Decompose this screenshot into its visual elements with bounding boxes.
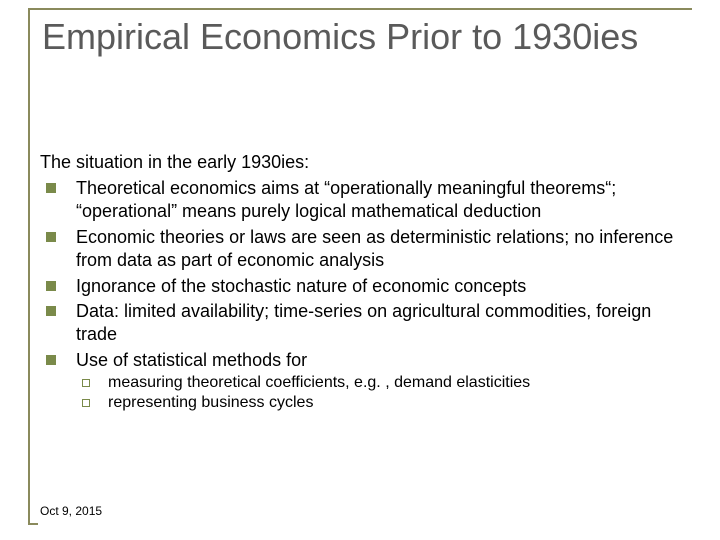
square-bullet-icon	[46, 355, 56, 365]
square-bullet-icon	[46, 183, 56, 193]
square-bullet-icon	[46, 232, 56, 242]
list-item: Use of statistical methods for	[40, 349, 690, 372]
sub-bullet-list: measuring theoretical coefficients, e.g.…	[40, 374, 690, 412]
list-item-text: Theoretical economics aims at “operation…	[76, 177, 690, 224]
footer-date: Oct 9, 2015	[40, 504, 102, 518]
intro-text: The situation in the early 1930ies:	[40, 152, 690, 173]
list-item-text: Economic theories or laws are seen as de…	[76, 226, 690, 273]
decorative-frame-bottom	[28, 20, 38, 525]
list-item: Theoretical economics aims at “operation…	[40, 177, 690, 224]
list-item-text: Ignorance of the stochastic nature of ec…	[76, 275, 690, 298]
slide-body: The situation in the early 1930ies: Theo…	[40, 152, 690, 414]
list-item: Ignorance of the stochastic nature of ec…	[40, 275, 690, 298]
list-item: Economic theories or laws are seen as de…	[40, 226, 690, 273]
list-item: Data: limited availability; time-series …	[40, 300, 690, 347]
slide-title: Empirical Economics Prior to 1930ies	[42, 18, 700, 56]
sub-list-item: representing business cycles	[40, 394, 690, 412]
sub-list-item-text: measuring theoretical coefficients, e.g.…	[108, 374, 530, 392]
hollow-square-bullet-icon	[82, 399, 90, 407]
square-bullet-icon	[46, 281, 56, 291]
list-item-text: Data: limited availability; time-series …	[76, 300, 690, 347]
sub-list-item-text: representing business cycles	[108, 394, 313, 412]
list-item-text: Use of statistical methods for	[76, 349, 690, 372]
square-bullet-icon	[46, 306, 56, 316]
bullet-list: Theoretical economics aims at “operation…	[40, 177, 690, 372]
sub-list-item: measuring theoretical coefficients, e.g.…	[40, 374, 690, 392]
hollow-square-bullet-icon	[82, 379, 90, 387]
slide: Empirical Economics Prior to 1930ies The…	[0, 0, 720, 540]
